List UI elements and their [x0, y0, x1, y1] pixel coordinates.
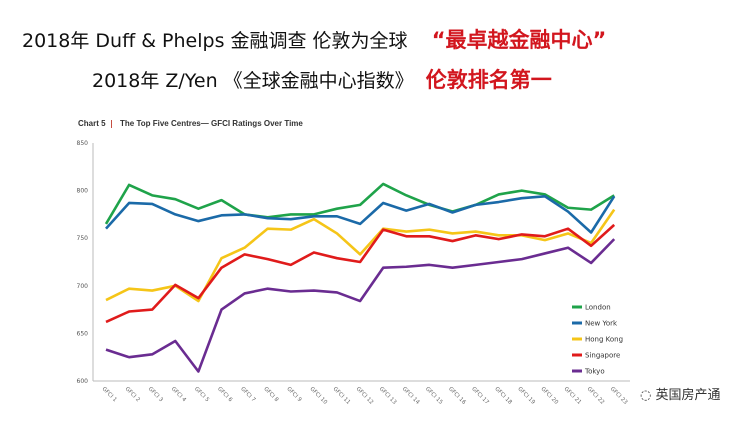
x-tick-label: GFCI 1	[101, 386, 118, 403]
watermark: ◌ 英国房产通	[640, 388, 721, 403]
x-tick-label: GFCI 12	[355, 386, 375, 406]
y-tick-label: 800	[77, 188, 89, 195]
legend-label: Hong Kong	[585, 336, 623, 344]
chart-title: The Top Five Centres— GFCI Ratings Over …	[120, 119, 303, 128]
y-tick-label: 600	[77, 378, 89, 385]
x-tick-label: GFCI 20	[539, 386, 559, 406]
watermark-text: 英国房产通	[655, 388, 721, 403]
y-tick-label: 650	[77, 330, 89, 337]
x-tick-label: GFCI 11	[332, 386, 352, 406]
x-tick-label: GFCI 21	[563, 386, 583, 406]
x-tick-label: GFCI 19	[516, 386, 536, 406]
y-tick-label: 700	[77, 283, 89, 290]
legend-label: Singapore	[585, 352, 620, 360]
legend-label: New York	[585, 320, 618, 328]
x-tick-label: GFCI 3	[147, 386, 164, 403]
headline-1-text: 2018年 Duff & Phelps 金融调查 伦敦为全球	[22, 30, 408, 52]
y-tick-label: 850	[77, 140, 89, 147]
x-tick-label: GFCI 2	[124, 386, 141, 403]
x-tick-label: GFCI 10	[308, 386, 328, 406]
x-tick-label: GFCI 22	[586, 386, 606, 406]
x-tick-label: GFCI 17	[470, 386, 490, 406]
x-tick-label: GFCI 15	[424, 386, 444, 406]
x-tick-label: GFCI 18	[493, 386, 513, 406]
x-tick-label: GFCI 9	[285, 386, 302, 403]
headline-2: 2018年 Z/Yen 《全球金融中心指数》 伦敦排名第一	[92, 64, 552, 94]
x-tick-label: GFCI 23	[609, 386, 629, 406]
x-tick-label: GFCI 5	[193, 386, 210, 403]
headline-2-highlight: 伦敦排名第一	[425, 68, 552, 92]
series-line-tokyo	[105, 238, 616, 373]
x-tick-label: GFCI 7	[239, 386, 256, 403]
chart-title-separator: |	[110, 119, 113, 128]
headline-2-text: 2018年 Z/Yen 《全球金融中心指数》	[92, 70, 414, 92]
y-tick-label: 750	[77, 235, 89, 242]
chart-title-prefix: Chart 5	[78, 119, 106, 128]
x-tick-label: GFCI 6	[216, 386, 233, 403]
series-line-london	[104, 182, 615, 225]
headline-1-highlight: “最卓越金融中心”	[431, 28, 607, 52]
x-tick-label: GFCI 16	[447, 386, 467, 406]
legend-label: London	[585, 304, 611, 312]
legend-label: Tokyo	[584, 368, 605, 376]
x-tick-label: GFCI 8	[262, 386, 279, 403]
x-tick-label: GFCI 14	[401, 386, 421, 406]
x-tick-label: GFCI 4	[170, 386, 187, 403]
headline-1: 2018年 Duff & Phelps 金融调查 伦敦为全球 “最卓越金融中心”	[22, 24, 606, 54]
x-tick-label: GFCI 13	[378, 386, 398, 406]
